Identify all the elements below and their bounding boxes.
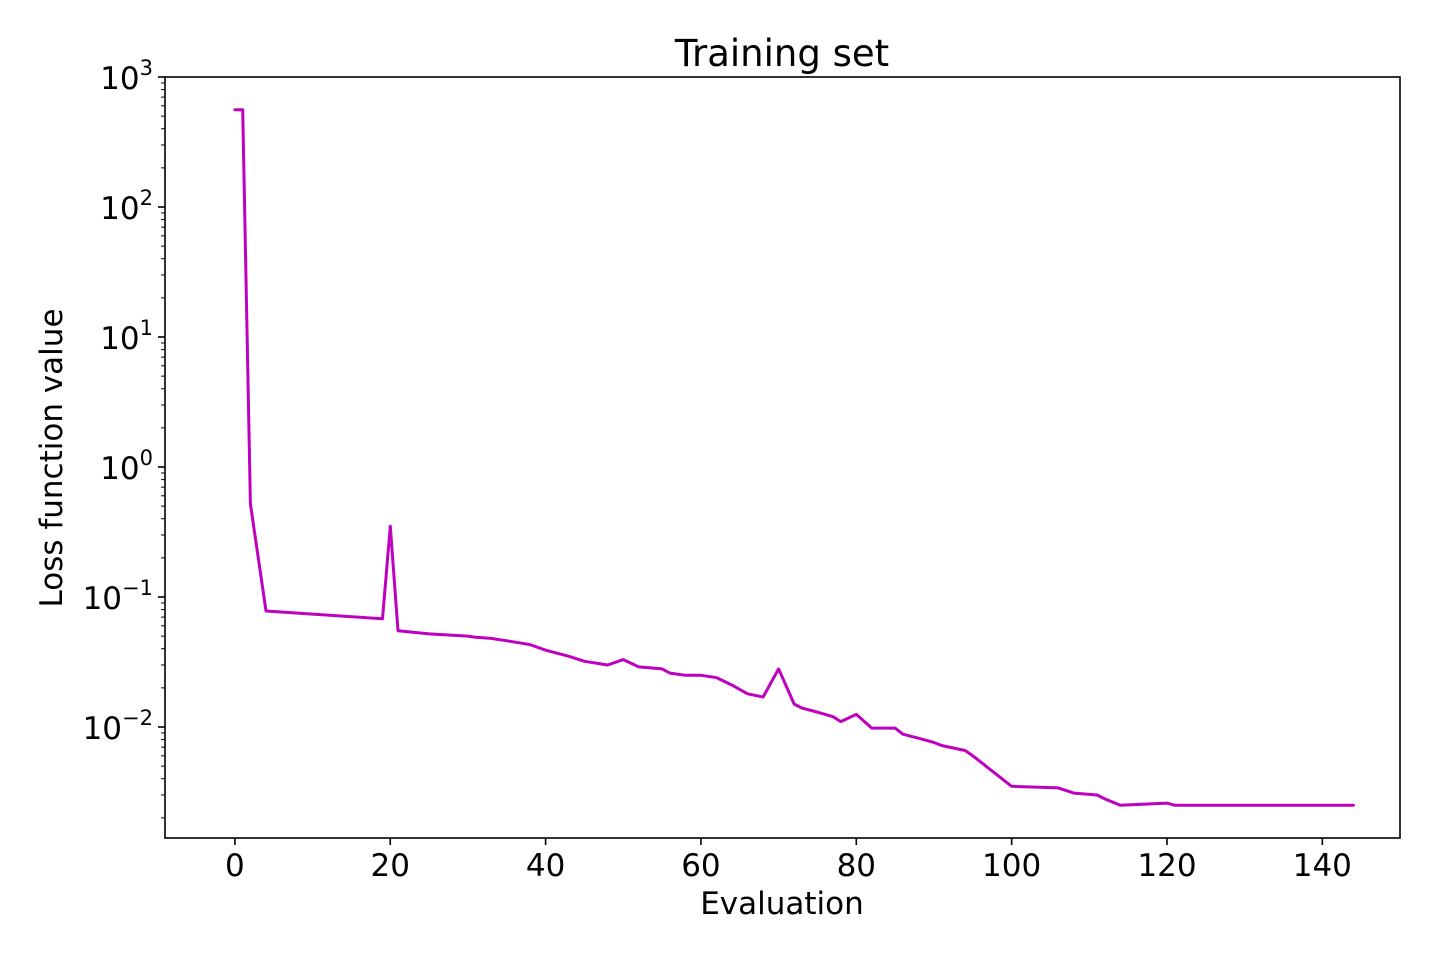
y-tick-label: 100 — [100, 446, 153, 487]
x-tick-label: 60 — [681, 848, 720, 884]
axis-ticks: 0 20 40 60 80 100 120 140 10−2 10−1 100 101 102 103 — [83, 56, 1352, 884]
x-tick-label: 0 — [225, 848, 245, 884]
y-tick-label: 102 — [100, 186, 153, 227]
chart-title: Training set — [674, 32, 889, 75]
y-tick-label: 101 — [100, 316, 153, 357]
x-tick-label: 120 — [1137, 848, 1196, 884]
y-axis-label: Loss function value — [34, 308, 70, 607]
series-line — [233, 108, 1355, 807]
plot-area — [233, 108, 1355, 807]
x-tick-label: 140 — [1293, 848, 1352, 884]
x-tick-label: 40 — [526, 848, 565, 884]
x-tick-label: 80 — [837, 848, 876, 884]
y-tick-label: 10−1 — [83, 576, 153, 617]
plot-frame — [164, 76, 1401, 839]
y-tick-label: 103 — [100, 56, 153, 97]
x-axis-label: Evaluation — [700, 886, 864, 922]
y-tick-label: 10−2 — [83, 706, 153, 747]
x-tick-label: 100 — [982, 848, 1041, 884]
x-tick-label: 20 — [371, 848, 410, 884]
